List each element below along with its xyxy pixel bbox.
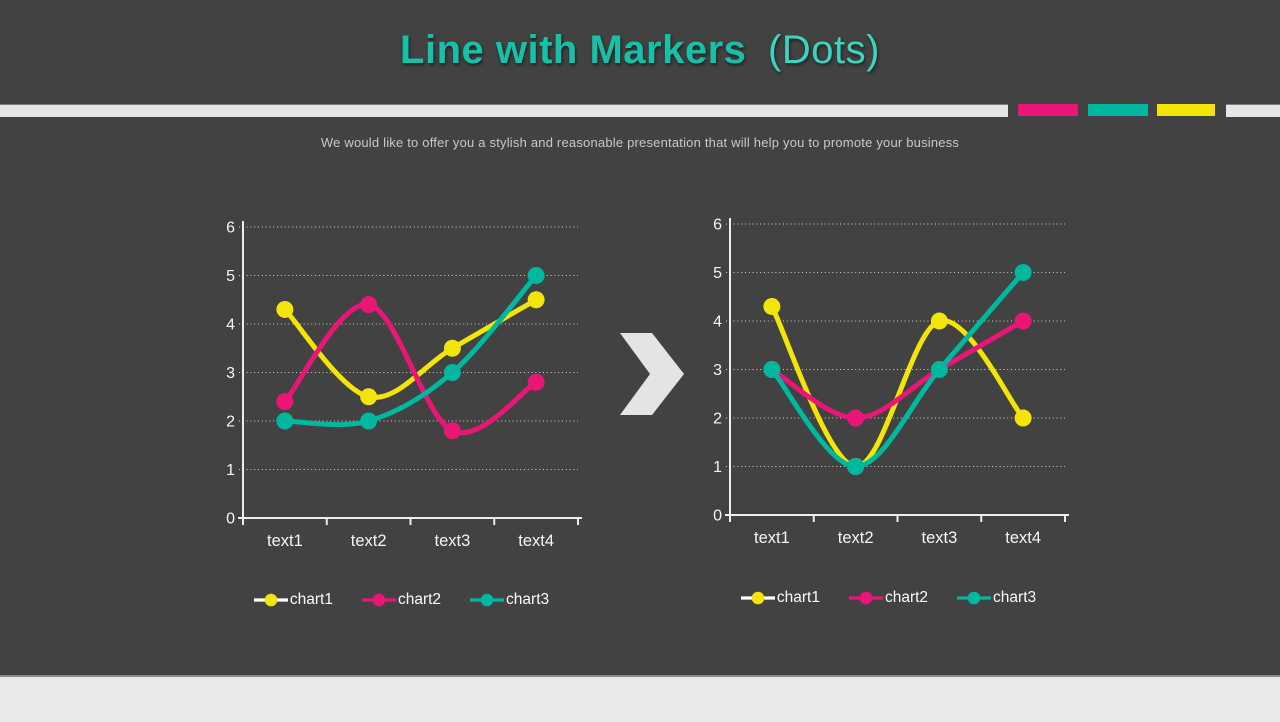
legend-item-chart2: chart2 xyxy=(361,591,441,609)
series-chart3-marker xyxy=(1014,264,1032,281)
series-chart1-marker xyxy=(527,291,545,309)
x-category-label: text2 xyxy=(351,532,387,550)
y-tick-label: 6 xyxy=(713,217,722,234)
divider-bar-light-right xyxy=(1226,104,1280,117)
line-chart-before: 0 1 2 3 4 5 6 text1 text2 text3 text4 xyxy=(226,220,582,550)
series-chart1-line xyxy=(282,297,539,400)
chevron-shape xyxy=(620,333,684,415)
legend-marker-icon xyxy=(253,593,288,607)
accent-bar-pink xyxy=(1018,104,1078,116)
series-chart1-marker xyxy=(276,300,294,318)
series-chart3-marker xyxy=(847,458,865,475)
legend-label: chart3 xyxy=(506,591,550,608)
series-chart2-marker xyxy=(847,409,865,427)
slide-title-main: Line with Markers xyxy=(400,28,747,72)
x-category-label: text2 xyxy=(838,529,874,547)
x-category-label: text4 xyxy=(1005,529,1041,547)
series-chart1-marker xyxy=(443,339,461,357)
legend-label: chart1 xyxy=(289,591,333,608)
slide-title: Line with Markers (Dots) xyxy=(0,26,1280,74)
legend-chart-after: chart1 chart2 chart3 xyxy=(702,589,1074,607)
x-category-label: text3 xyxy=(434,532,470,550)
y-tick-label: 1 xyxy=(226,462,235,479)
series-chart3-marker xyxy=(360,412,378,430)
legend-marker-icon xyxy=(848,591,883,605)
y-tick-label: 4 xyxy=(713,314,722,331)
series-chart3-marker xyxy=(930,361,948,378)
series-chart3-line xyxy=(769,270,1026,470)
series-chart1-marker xyxy=(1014,409,1032,427)
legend-item-chart1: chart1 xyxy=(253,591,333,609)
legend-item-chart3: chart3 xyxy=(469,591,549,609)
series-chart1-line xyxy=(769,303,1026,469)
legend-item-chart2: chart2 xyxy=(848,589,928,607)
series-chart3-marker xyxy=(443,364,461,381)
accent-bar-yellow xyxy=(1157,104,1215,116)
footer-bar xyxy=(0,675,1280,722)
x-category-label: text4 xyxy=(518,532,554,550)
series-chart1-marker xyxy=(930,312,948,330)
legend-marker-icon xyxy=(470,593,505,607)
y-tick-label: 2 xyxy=(713,411,722,428)
y-tick-label: 5 xyxy=(226,268,235,285)
legend-marker-icon xyxy=(361,593,396,607)
x-category-label: text3 xyxy=(921,529,957,547)
y-tick-label: 0 xyxy=(713,508,722,525)
series-chart2-marker xyxy=(360,296,378,314)
legend-marker-icon xyxy=(740,591,775,605)
legend-item-chart1: chart1 xyxy=(740,589,820,607)
legend-chart-before: chart1 chart2 chart3 xyxy=(215,591,587,609)
y-tick-label: 2 xyxy=(226,414,235,431)
y-tick-label: 6 xyxy=(226,220,235,237)
y-tick-label: 3 xyxy=(713,362,722,379)
series-chart2-line xyxy=(769,318,1026,421)
line-chart-after: 0 1 2 3 4 5 6 text1 text2 text3 text4 xyxy=(713,217,1069,547)
series-chart3-line xyxy=(282,273,539,428)
legend-marker-icon xyxy=(957,591,992,605)
legend-label: chart1 xyxy=(776,589,820,606)
series-chart3-marker xyxy=(527,267,545,284)
y-tick-label: 3 xyxy=(226,365,235,382)
divider-bar-light xyxy=(0,104,1008,117)
series-chart2-marker xyxy=(527,373,545,391)
slide-title-suffix: (Dots) xyxy=(768,28,880,72)
series-chart3-marker xyxy=(276,412,294,430)
y-tick-label: 5 xyxy=(713,265,722,282)
series-chart3-marker xyxy=(763,361,781,378)
y-tick-label: 4 xyxy=(226,317,235,334)
series-chart1-marker xyxy=(360,388,378,406)
series-chart2-line xyxy=(282,302,539,436)
legend-label: chart3 xyxy=(993,589,1037,606)
accent-bar-teal xyxy=(1088,104,1148,116)
legend-label: chart2 xyxy=(884,589,929,606)
chevron-right-icon xyxy=(620,333,684,415)
y-tick-label: 0 xyxy=(226,511,235,528)
y-tick-label: 1 xyxy=(713,459,722,476)
legend-item-chart3: chart3 xyxy=(956,589,1036,607)
series-chart2-marker xyxy=(1014,312,1032,330)
series-chart2-marker xyxy=(443,422,461,440)
series-chart1-marker xyxy=(763,297,781,315)
legend-label: chart2 xyxy=(397,591,442,608)
x-category-label: text1 xyxy=(754,529,790,547)
x-category-label: text1 xyxy=(267,532,303,550)
slide-subtitle: We would like to offer you a stylish and… xyxy=(320,135,960,150)
series-chart2-marker xyxy=(276,393,294,411)
